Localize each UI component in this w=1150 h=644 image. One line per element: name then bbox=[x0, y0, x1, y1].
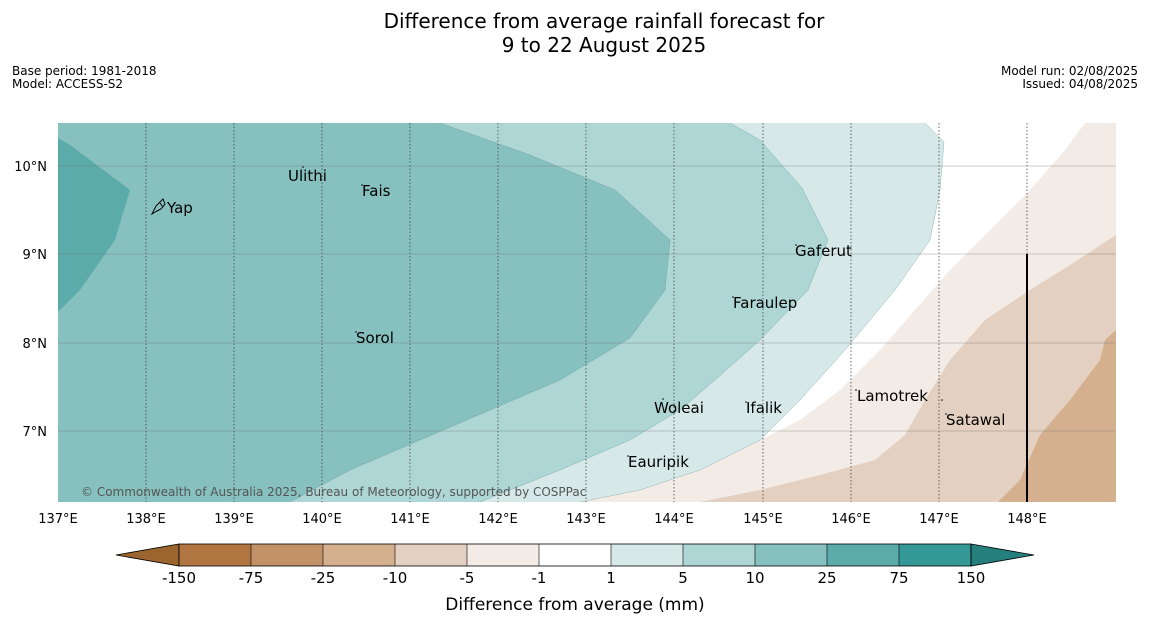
colorbar-tick: -5 bbox=[460, 569, 475, 587]
contour-25-75mm bbox=[58, 138, 130, 312]
y-axis-labels: 10°N 9°N 8°N 7°N bbox=[14, 160, 47, 440]
colorbar-tick: 5 bbox=[678, 569, 688, 587]
x-tick: 142°E bbox=[478, 512, 518, 527]
model-name: Model: ACCESS-S2 bbox=[12, 77, 124, 91]
label-fais: Fais bbox=[362, 182, 391, 200]
y-tick: 10°N bbox=[14, 160, 47, 175]
colorbar-bin bbox=[395, 544, 467, 566]
colorbar-bin bbox=[827, 544, 899, 566]
x-tick: 146°E bbox=[831, 512, 871, 527]
colorbar-bin bbox=[467, 544, 539, 566]
x-tick: 143°E bbox=[566, 512, 606, 527]
contour-10-25mm bbox=[58, 123, 670, 502]
colorbar-frame bbox=[178, 543, 972, 567]
yap-island bbox=[150, 198, 166, 216]
colorbar-tick: -75 bbox=[239, 569, 264, 587]
map-area: Yap Ulithi Fais Gaferut Faraulep Sorol W… bbox=[58, 123, 1116, 502]
x-tick: 147°E bbox=[919, 512, 959, 527]
title-line-2: 9 to 22 August 2025 bbox=[501, 33, 707, 57]
colorbar-tick: 75 bbox=[889, 569, 908, 587]
label-lamotrek: Lamotrek bbox=[857, 387, 928, 405]
colorbar-tick: 150 bbox=[957, 569, 986, 587]
base-period: Base period: 1981-2018 bbox=[12, 64, 157, 78]
y-tick: 8°N bbox=[23, 337, 48, 352]
x-tick: 137°E bbox=[38, 512, 78, 527]
colorbar-tick: 1 bbox=[606, 569, 616, 587]
title-line-1: Difference from average rainfall forecas… bbox=[383, 9, 825, 33]
colorbar-bin bbox=[179, 544, 251, 566]
colorbar-bin bbox=[755, 544, 827, 566]
label-eauripik: Eauripik bbox=[628, 453, 689, 471]
colorbar-tick: -10 bbox=[383, 569, 408, 587]
base-info: Base period: 1981-2018 Model: ACCESS-S2 bbox=[12, 65, 157, 91]
colorbar-dividers bbox=[250, 544, 900, 566]
x-axis-labels: 137°E 138°E 139°E 140°E 141°E 142°E 143°… bbox=[38, 512, 1047, 527]
label-yap: Yap bbox=[166, 199, 193, 217]
run-info: Model run: 02/08/2025 Issued: 04/08/2025 bbox=[1001, 65, 1138, 91]
model-run: Model run: 02/08/2025 bbox=[1000, 64, 1138, 78]
contour-edges bbox=[289, 123, 945, 502]
parallel-gridlines bbox=[58, 165, 1116, 432]
x-tick: 148°E bbox=[1007, 512, 1047, 527]
copyright-note: © Commonwealth of Australia 2025, Bureau… bbox=[81, 485, 586, 499]
colorbar-tick: -150 bbox=[162, 569, 196, 587]
colorbar-bin bbox=[683, 544, 755, 566]
x-tick: 145°E bbox=[743, 512, 783, 527]
colorbar-tick: 10 bbox=[745, 569, 764, 587]
label-ulithi: Ulithi bbox=[288, 167, 327, 185]
colorbar-bin bbox=[611, 544, 683, 566]
colorbar-extend-high bbox=[970, 543, 1035, 567]
label-faraulep: Faraulep bbox=[733, 294, 797, 312]
label-gaferut: Gaferut bbox=[795, 242, 852, 260]
label-sorol: Sorol bbox=[356, 329, 394, 347]
label-satawal: Satawal bbox=[946, 411, 1005, 429]
colorbar-tick: 25 bbox=[817, 569, 836, 587]
x-tick: 141°E bbox=[390, 512, 430, 527]
colorbar-bin bbox=[323, 544, 395, 566]
contour-minus5-minus10mm bbox=[700, 235, 1116, 502]
island-markers bbox=[302, 166, 947, 457]
x-tick: 144°E bbox=[654, 512, 694, 527]
colorbar: -150 -75 -25 -10 -5 -1 1 5 10 25 75 150 … bbox=[115, 543, 1035, 615]
x-tick: 140°E bbox=[302, 512, 342, 527]
label-woleai: Woleai bbox=[654, 399, 704, 417]
contour-minus10-minus25mm bbox=[998, 330, 1116, 502]
colorbar-bin bbox=[899, 544, 971, 566]
x-tick: 138°E bbox=[126, 512, 166, 527]
colorbar-label: Difference from average (mm) bbox=[445, 595, 704, 615]
y-tick: 9°N bbox=[23, 248, 48, 263]
issued-date: Issued: 04/08/2025 bbox=[1022, 77, 1138, 91]
y-tick: 7°N bbox=[23, 425, 48, 440]
map-title: Difference from average rainfall forecas… bbox=[0, 9, 1150, 57]
colorbar-bin bbox=[539, 544, 611, 566]
colorbar-tick: -25 bbox=[311, 569, 336, 587]
label-ifalik: Ifalik bbox=[746, 399, 782, 417]
colorbar-extend-low bbox=[115, 543, 180, 567]
colorbar-tick: -1 bbox=[532, 569, 547, 587]
x-tick: 139°E bbox=[214, 512, 254, 527]
colorbar-bin bbox=[251, 544, 323, 566]
